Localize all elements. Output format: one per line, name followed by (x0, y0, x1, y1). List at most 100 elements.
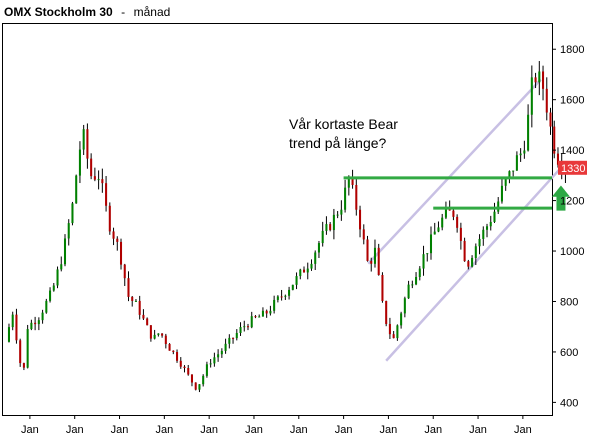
candle-body (60, 264, 63, 270)
candle-body (482, 229, 485, 239)
candle-body (261, 310, 264, 317)
candle-body (11, 314, 14, 328)
candle-body (302, 269, 306, 273)
candle-body (269, 310, 272, 314)
candle-body (105, 183, 108, 206)
candle-body (370, 260, 373, 264)
x-tick-label: Jan (335, 424, 353, 436)
candle-body (41, 312, 44, 321)
candle-body (108, 205, 111, 232)
candle-body (336, 214, 339, 216)
candle-body (183, 366, 186, 368)
candle-body (527, 114, 530, 151)
candle-body (542, 71, 545, 89)
channel-lower (385, 166, 562, 362)
candle-body (90, 158, 93, 177)
chart-title-main: OMX Stockholm 30 (4, 5, 113, 19)
candle-body (396, 325, 399, 339)
candle-body (127, 278, 130, 297)
candle-body (86, 129, 89, 159)
channel-lines (367, 78, 562, 362)
candle-body (112, 231, 115, 239)
annotation-line-2: trend på länge? (289, 135, 387, 151)
candle-body (67, 223, 70, 239)
channel-upper (367, 78, 542, 265)
candle-body (474, 246, 477, 258)
candle-body (411, 284, 414, 286)
candle-body (15, 314, 18, 341)
annotation-line-1: Vår kortaste Bear (289, 116, 398, 132)
candle-body (78, 149, 81, 176)
candle-body (344, 187, 347, 210)
y-tick-label: 1400 (560, 145, 584, 157)
candle-body (530, 77, 533, 115)
candle-body (224, 343, 227, 351)
candle-body (407, 284, 410, 299)
y-tick-label: 600 (560, 347, 578, 359)
candle-body (444, 207, 447, 218)
candle-body (149, 325, 152, 339)
candle-body (254, 316, 257, 318)
candle-body (299, 269, 302, 277)
candle-body (19, 340, 22, 364)
candle-body (437, 227, 440, 232)
candle-body (388, 323, 391, 335)
candle-body (82, 129, 85, 150)
candle-body (422, 254, 425, 269)
candle-body (7, 327, 11, 342)
x-tick-label: Jan (111, 424, 129, 436)
candle-body (400, 313, 403, 326)
candle-body (273, 299, 276, 311)
candle-body (463, 240, 466, 262)
chart-title: OMX Stockholm 30 - månad (4, 3, 170, 20)
candle-body (403, 298, 406, 314)
candle-body (433, 231, 436, 235)
candle-body (153, 334, 156, 339)
candle-body (545, 88, 548, 113)
candle-body (467, 261, 470, 267)
support-lines (343, 176, 552, 210)
x-tick-label: Jan (424, 424, 442, 436)
candle-body (26, 329, 29, 368)
candle-body (138, 300, 141, 315)
x-tick-label: Jan (200, 424, 218, 436)
candle-body (56, 269, 59, 286)
candle-body (63, 238, 67, 265)
candle-body (512, 170, 515, 172)
candle-body (306, 268, 309, 273)
x-tick-label: Jan (66, 424, 84, 436)
candle-body (172, 350, 175, 353)
candle-body (366, 239, 369, 261)
candle-body (426, 253, 429, 255)
candle-body (478, 238, 481, 247)
candle-body (52, 285, 55, 291)
candle-body (284, 295, 287, 297)
candle-body (75, 175, 78, 204)
candle-body (209, 363, 212, 365)
candle-body (276, 296, 279, 300)
candle-body (340, 209, 343, 215)
candle-body (288, 289, 291, 296)
support-arrow (551, 185, 570, 211)
candlestick-series (7, 61, 567, 393)
candle-body (161, 333, 164, 336)
candle-body (459, 227, 462, 241)
candle-body (314, 252, 317, 264)
candle-body (332, 214, 335, 231)
candle-body (471, 257, 474, 267)
candle-body (220, 350, 223, 355)
candle-body (246, 326, 250, 328)
candle-body (119, 241, 123, 265)
y-tick-label: 1000 (560, 246, 584, 258)
candle-body (134, 300, 137, 302)
candle-body (101, 179, 104, 184)
y-tick-label: 800 (560, 296, 578, 308)
candle-body (538, 71, 541, 83)
candle-body (385, 300, 388, 324)
candle-body (265, 310, 268, 314)
candle-body (179, 360, 182, 367)
candle-body (45, 300, 48, 313)
candle-body (131, 296, 134, 301)
candle-body (217, 354, 220, 358)
